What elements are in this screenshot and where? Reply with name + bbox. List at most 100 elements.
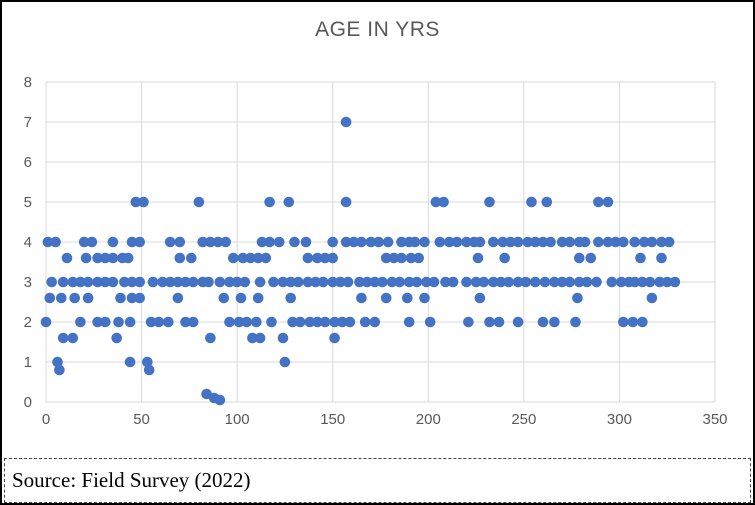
data-point — [273, 236, 285, 248]
data-point — [302, 276, 314, 288]
data-point — [574, 252, 585, 264]
data-point — [164, 276, 176, 288]
y-tick-label: 3 — [24, 274, 32, 291]
data-point — [218, 292, 230, 304]
data-point — [180, 316, 191, 328]
data-point — [107, 276, 119, 288]
y-tick-label: 4 — [24, 234, 32, 251]
data-point — [327, 252, 339, 264]
data-point — [138, 196, 149, 208]
data-point — [402, 292, 413, 304]
data-point — [369, 316, 381, 328]
data-point — [214, 394, 226, 406]
data-point — [233, 316, 245, 328]
data-point — [361, 276, 373, 288]
data-point — [403, 276, 415, 288]
data-point — [581, 276, 593, 288]
y-tick-label: 1 — [24, 354, 32, 371]
data-points — [40, 116, 681, 406]
data-point — [629, 236, 640, 248]
data-point — [478, 276, 490, 288]
data-point — [92, 252, 103, 264]
data-point — [224, 276, 235, 288]
data-point — [252, 292, 264, 304]
data-point — [447, 276, 459, 288]
data-point — [126, 236, 138, 248]
data-point — [310, 276, 321, 288]
data-point — [174, 236, 186, 248]
data-point — [82, 276, 94, 288]
data-point — [294, 316, 306, 328]
data-point — [42, 236, 54, 248]
data-point — [405, 252, 417, 264]
data-point — [319, 316, 331, 328]
data-point — [377, 276, 388, 288]
data-point — [237, 252, 249, 264]
data-point — [512, 276, 524, 288]
data-point — [495, 276, 507, 288]
data-point — [107, 236, 119, 248]
data-point — [268, 276, 279, 288]
data-point — [145, 316, 157, 328]
data-point — [285, 292, 297, 304]
x-tick-label: 0 — [42, 411, 50, 428]
data-point — [354, 276, 365, 288]
data-point — [172, 276, 184, 288]
data-point — [100, 276, 111, 288]
data-point — [572, 292, 583, 304]
data-point — [187, 276, 199, 288]
data-point — [344, 316, 356, 328]
data-point — [472, 252, 484, 264]
data-point — [444, 236, 455, 248]
data-point — [388, 252, 400, 264]
data-point — [287, 316, 298, 328]
x-tick-label: 200 — [416, 411, 441, 428]
data-point — [669, 276, 681, 288]
data-point — [285, 276, 297, 288]
data-point — [335, 276, 346, 288]
data-point — [50, 236, 61, 248]
data-point — [239, 276, 251, 288]
data-point — [46, 276, 57, 288]
data-point — [380, 252, 392, 264]
data-point — [251, 316, 262, 328]
data-point — [231, 276, 243, 288]
data-point — [654, 276, 665, 288]
data-point — [356, 292, 367, 304]
data-point — [503, 276, 514, 288]
data-point — [537, 316, 549, 328]
data-point — [545, 236, 556, 248]
data-point — [382, 236, 394, 248]
data-point — [424, 316, 436, 328]
data-point — [564, 276, 575, 288]
data-point — [113, 316, 124, 328]
data-point — [115, 292, 126, 304]
data-point — [107, 252, 119, 264]
data-point — [174, 252, 186, 264]
data-point — [627, 316, 639, 328]
data-point — [606, 276, 618, 288]
data-point — [266, 316, 277, 328]
data-point — [293, 276, 304, 288]
data-point — [644, 276, 656, 288]
data-point — [380, 292, 392, 304]
x-tick-label: 100 — [225, 411, 250, 428]
data-point — [522, 236, 533, 248]
data-point — [302, 252, 314, 264]
data-point — [564, 236, 575, 248]
data-point — [505, 236, 516, 248]
data-point — [539, 276, 551, 288]
data-point — [52, 356, 63, 368]
data-point — [373, 236, 384, 248]
data-point — [663, 236, 675, 248]
data-point — [260, 252, 272, 264]
data-point — [541, 196, 553, 208]
data-point — [300, 236, 312, 248]
data-point — [186, 252, 197, 264]
data-point — [348, 236, 360, 248]
data-point — [153, 316, 165, 328]
data-point — [646, 292, 658, 304]
data-point — [312, 252, 323, 264]
data-point — [474, 236, 486, 248]
y-tick-label: 7 — [24, 114, 32, 131]
